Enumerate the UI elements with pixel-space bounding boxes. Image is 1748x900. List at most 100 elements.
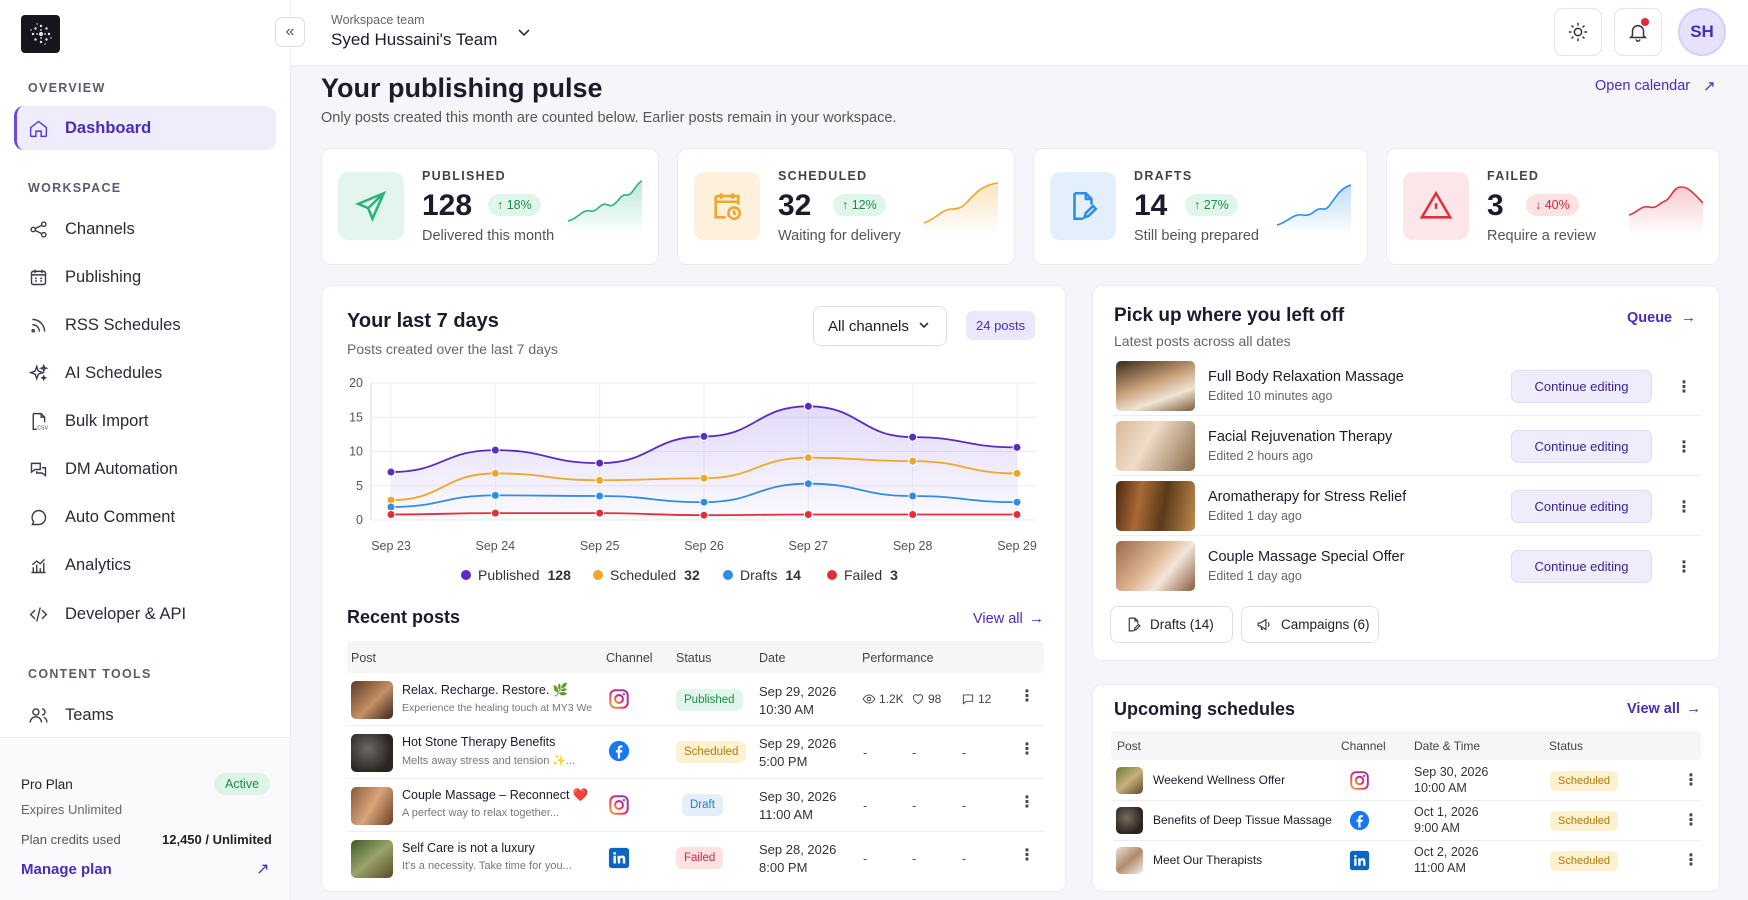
stat-delta-badge: ↑ 18% [488, 194, 541, 216]
chip-label: Campaigns (6) [1281, 617, 1370, 632]
stat-delta-badge: ↓ 40% [1526, 194, 1579, 216]
data-point-drafts [908, 491, 918, 501]
upcoming-view-all-link[interactable]: View all [1627, 701, 1680, 717]
continue-editing-button[interactable]: Continue editing [1511, 370, 1652, 403]
sidebar-item-dashboard[interactable]: Dashboard [14, 106, 276, 150]
app-logo[interactable] [21, 15, 60, 53]
collapse-sidebar-button[interactable]: « [275, 17, 305, 47]
table-row[interactable]: Meet Our Therapists Oct 2, 2026 11:00 AM… [1113, 841, 1701, 881]
sidebar-item-ai-schedules[interactable]: AI Schedules [14, 351, 276, 395]
more-vertical-icon[interactable]: ⋮ [1019, 847, 1035, 864]
campaigns-chip[interactable]: Campaigns (6) [1241, 606, 1379, 643]
more-vertical-icon[interactable]: ⋮ [1683, 852, 1699, 869]
open-calendar-link[interactable]: Open calendar [1595, 78, 1691, 94]
continue-editing-button[interactable]: Continue editing [1511, 430, 1652, 463]
draft-title: Full Body Relaxation Massage [1208, 369, 1404, 385]
manage-plan-link[interactable]: Manage plan [21, 861, 112, 878]
table-row[interactable]: Hot Stone Therapy Benefits Melts away st… [347, 727, 1044, 779]
data-point-failed [1012, 510, 1022, 520]
more-vertical-icon[interactable]: ⋮ [1676, 439, 1692, 456]
sidebar-item-dm-automation[interactable]: DM Automation [14, 447, 276, 491]
queue-link[interactable]: Queue [1627, 310, 1673, 326]
instagram-icon [609, 689, 629, 709]
post-title: Couple Massage – Reconnect ❤️ [402, 788, 589, 802]
more-vertical-icon[interactable]: ⋮ [1683, 772, 1699, 789]
send-icon [338, 172, 404, 240]
post-title: Meet Our Therapists [1153, 853, 1263, 867]
legend-label: Drafts [740, 567, 778, 583]
data-point-failed [699, 510, 709, 520]
status-badge: Scheduled [1550, 771, 1618, 791]
warning-icon [1403, 172, 1469, 240]
draft-title: Facial Rejuvenation Therapy [1208, 429, 1393, 445]
sidebar-item-developer-api[interactable]: Developer & API [14, 592, 276, 636]
drafts-chip[interactable]: Drafts (14) [1110, 606, 1233, 643]
stat-label: SCHEDULED [778, 169, 868, 183]
stat-card-drafts: DRAFTS 14 ↑ 27% Still being prepared [1033, 148, 1368, 265]
table-row[interactable]: Couple Massage – Reconnect ❤️ A perfect … [347, 780, 1044, 832]
legend-total: 128 [547, 567, 571, 583]
post-thumbnail [1116, 361, 1195, 411]
arrow-right-icon[interactable]: → [1029, 610, 1044, 627]
list-item[interactable]: Full Body Relaxation Massage Edited 10 m… [1113, 357, 1701, 416]
post-title: Weekend Wellness Offer [1153, 773, 1286, 787]
notifications-button[interactable] [1614, 8, 1662, 56]
more-vertical-icon[interactable]: ⋮ [1019, 794, 1035, 811]
sidebar-item-label: Publishing [65, 267, 142, 286]
data-point-failed [908, 510, 918, 520]
data-point-published [490, 445, 500, 455]
more-vertical-icon[interactable]: ⋮ [1676, 559, 1692, 576]
table-row[interactable]: Relax. Recharge. Restore. 🌿 Experience t… [347, 674, 1044, 726]
chevron-down-icon[interactable] [917, 318, 931, 332]
post-date: Sep 29, 2026 [759, 684, 837, 699]
chevron-down-icon[interactable] [516, 24, 532, 40]
likes-value: - [912, 851, 917, 866]
more-vertical-icon[interactable]: ⋮ [1676, 379, 1692, 396]
workspace-switcher[interactable]: Syed Hussaini's Team [331, 30, 498, 49]
sidebar-item-channels[interactable]: Channels [14, 207, 276, 251]
arrow-right-icon[interactable]: → [1681, 309, 1696, 326]
legend-dot [827, 570, 837, 580]
sidebar-item-analytics[interactable]: Analytics [14, 543, 276, 587]
sidebar-item-rss-schedules[interactable]: RSS Schedules [14, 303, 276, 347]
x-tick-label: Sep 23 [371, 539, 411, 553]
sidebar-item-auto-comment[interactable]: Auto Comment [14, 495, 276, 539]
more-vertical-icon[interactable]: ⋮ [1019, 688, 1035, 705]
posts-line-chart: 0 5 10 15 20 Sep 23 Sep 24 Sep 25 Sep 26 Sep 27 Se… [349, 376, 1037, 553]
table-row[interactable]: Benefits of Deep Tissue Massage Oct 1, 2… [1113, 801, 1701, 841]
stat-label: DRAFTS [1134, 169, 1193, 183]
schedule-time: 11:00 AM [1414, 861, 1466, 875]
post-thumbnail [1116, 541, 1195, 591]
external-arrow-icon[interactable]: ↗ [1703, 78, 1716, 95]
last-7-days-subtitle: Posts created over the last 7 days [347, 341, 558, 357]
continue-editing-button[interactable]: Continue editing [1511, 490, 1652, 523]
sidebar-item-publishing[interactable]: Publishing [14, 255, 276, 299]
continue-editing-button[interactable]: Continue editing [1511, 550, 1652, 583]
list-item[interactable]: Couple Massage Special Offer Edited 1 da… [1113, 537, 1701, 596]
more-vertical-icon[interactable]: ⋮ [1019, 741, 1035, 758]
table-row[interactable]: Weekend Wellness Offer Sep 30, 2026 10:0… [1113, 761, 1701, 801]
data-point-failed [595, 508, 605, 518]
more-vertical-icon[interactable]: ⋮ [1683, 812, 1699, 829]
linkedin-icon [1349, 850, 1370, 871]
x-tick-label: Sep 24 [476, 539, 516, 553]
post-thumbnail [351, 681, 393, 719]
likes-value: - [912, 798, 917, 813]
sidebar-item-teams[interactable]: Teams [14, 693, 276, 737]
user-avatar[interactable]: SH [1678, 8, 1726, 56]
sidebar-item-label: Channels [65, 219, 135, 238]
recent-view-all-link[interactable]: View all [973, 611, 1023, 627]
list-item[interactable]: Aromatherapy for Stress Relief Edited 1 … [1113, 477, 1701, 536]
data-point-drafts [386, 502, 396, 512]
sidebar-item-bulk-import[interactable]: CSV Bulk Import [14, 399, 276, 443]
more-vertical-icon[interactable]: ⋮ [1676, 499, 1692, 516]
instagram-icon [609, 795, 629, 815]
table-row[interactable]: Self Care is not a luxury It's a necessi… [347, 833, 1044, 885]
sparkline-scheduled [924, 182, 998, 235]
schedule-date: Oct 2, 2026 [1414, 845, 1479, 859]
list-item[interactable]: Facial Rejuvenation Therapy Edited 2 hou… [1113, 417, 1701, 476]
theme-toggle-button[interactable] [1554, 8, 1602, 56]
arrow-right-icon[interactable]: → [1686, 700, 1701, 717]
external-arrow-icon[interactable]: ↗ [256, 861, 270, 878]
post-thumbnail [351, 787, 393, 825]
